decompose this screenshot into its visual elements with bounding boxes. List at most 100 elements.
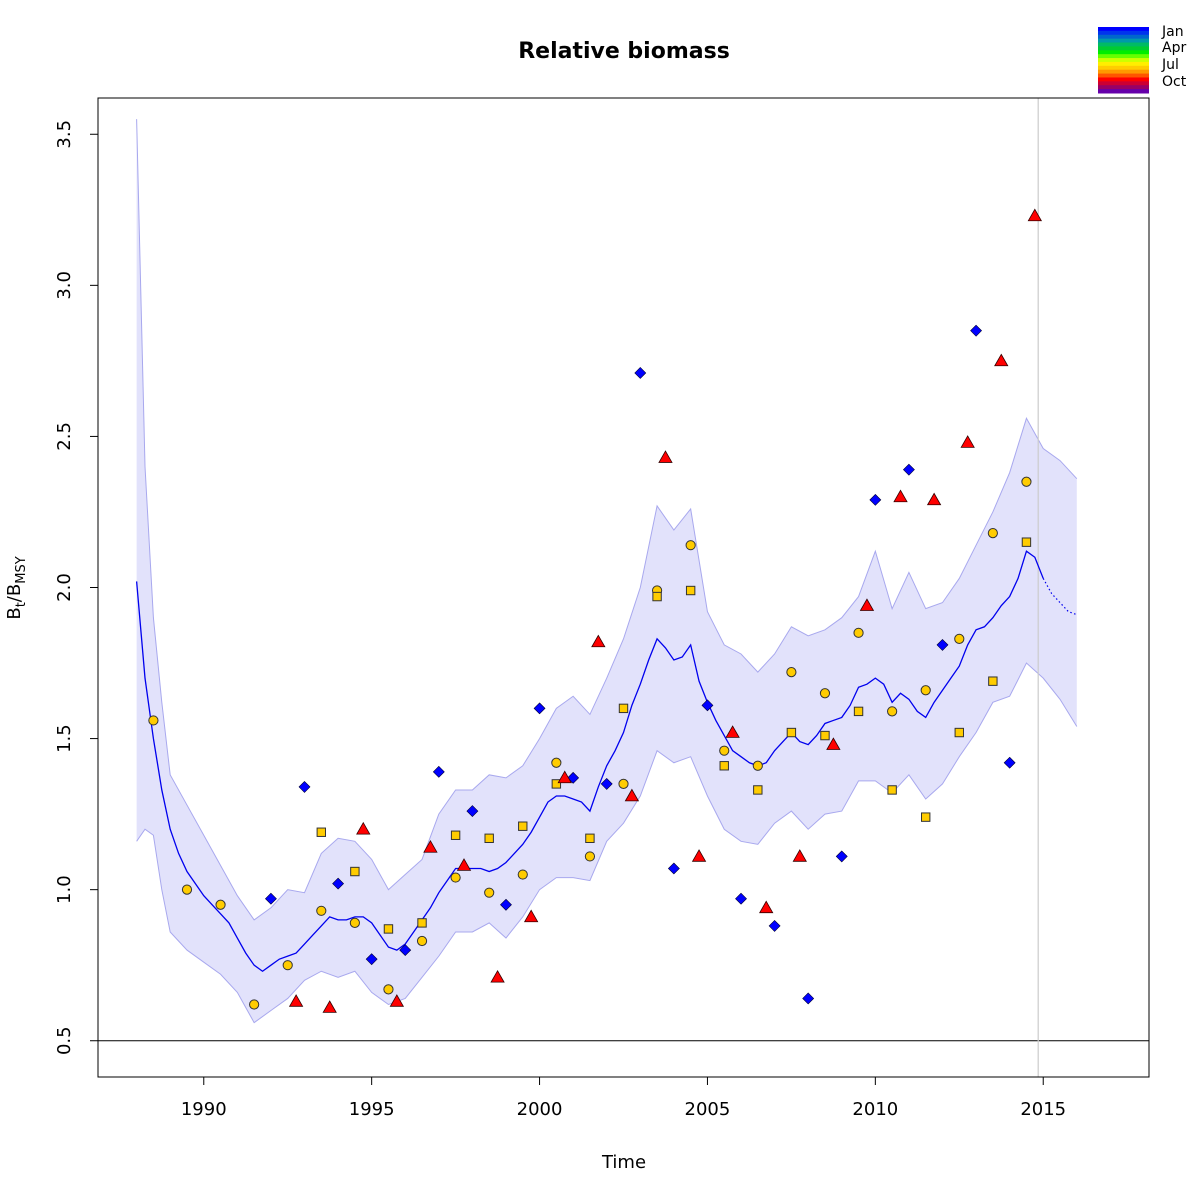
chart-title: Relative biomass	[518, 39, 730, 64]
point-triangle	[691, 849, 707, 862]
confidence-band-upper	[136, 119, 1078, 921]
point-circle	[1021, 476, 1032, 487]
point-triangle	[557, 770, 572, 784]
legend-swatch	[1098, 30, 1149, 36]
point-square	[450, 830, 461, 840]
point-diamond	[466, 805, 479, 818]
legend-swatch	[1098, 38, 1149, 44]
point-triangle	[490, 969, 505, 983]
legend-swatch	[1098, 81, 1149, 86]
legend-label: Apr	[1162, 40, 1186, 56]
point-triangle	[926, 492, 942, 506]
point-triangle	[960, 435, 975, 448]
point-circle	[416, 935, 428, 947]
legend-swatch	[1098, 89, 1149, 94]
point-square	[753, 785, 763, 795]
point-diamond	[869, 493, 882, 506]
point-triangle	[624, 788, 640, 802]
confidence-band-lower	[136, 662, 1078, 1024]
point-circle	[450, 872, 461, 883]
reference-lines	[98, 98, 1149, 1077]
point-diamond	[936, 638, 949, 651]
point-diamond	[1003, 756, 1016, 769]
point-circle	[719, 745, 730, 756]
point-square	[853, 706, 864, 717]
point-diamond	[600, 777, 613, 790]
trend-line	[135, 550, 1044, 973]
point-circle	[618, 778, 629, 790]
confidence-band	[136, 119, 1078, 1024]
point-circle	[685, 540, 696, 551]
point-triangle	[725, 725, 740, 738]
point-square	[518, 821, 528, 831]
point-triangle	[389, 994, 405, 1007]
point-square	[383, 924, 394, 934]
point-triangle	[356, 821, 371, 835]
y-tick-label: 3.0	[54, 271, 75, 300]
point-triangle	[456, 858, 472, 871]
x-tick-label: 2015	[1020, 1099, 1066, 1120]
y-axis-label-slash: /B	[4, 584, 25, 602]
point-triangle	[826, 737, 841, 750]
legend-label: Jan	[1161, 24, 1184, 40]
point-triangle	[1027, 208, 1043, 222]
forecast-line	[1042, 578, 1078, 616]
point-triangle	[893, 489, 908, 503]
point-circle	[181, 884, 193, 895]
point-circle	[752, 760, 763, 771]
y-axis-label-main: B	[4, 607, 25, 619]
point-square	[719, 761, 729, 771]
point-diamond	[667, 862, 680, 875]
point-circle	[887, 706, 898, 717]
point-circle	[316, 905, 327, 916]
point-circle	[920, 685, 931, 696]
point-circle	[987, 528, 998, 539]
y-tick-label: 1.5	[54, 724, 75, 753]
legend-swatch	[1098, 27, 1149, 32]
legend-swatch	[1098, 69, 1149, 75]
point-circle	[349, 917, 360, 928]
legend-label: Oct	[1162, 74, 1187, 90]
point-square	[316, 827, 326, 837]
point-circle	[484, 887, 495, 898]
legend-swatch	[1098, 65, 1149, 71]
point-circle	[853, 627, 864, 638]
y-axis-label-sub-msy: MSY	[14, 556, 29, 583]
y-axis-label-sub-t: t	[14, 602, 29, 607]
point-diamond	[298, 781, 311, 793]
y-tick-label: 2.5	[54, 422, 75, 451]
legend-swatch	[1098, 54, 1149, 59]
biomass-trend	[135, 550, 1078, 973]
legend-swatch	[1098, 85, 1149, 90]
point-diamond	[365, 953, 378, 966]
point-square	[685, 585, 696, 596]
point-diamond	[533, 702, 546, 715]
point-square	[618, 703, 629, 714]
point-square	[417, 918, 427, 928]
point-circle	[517, 869, 528, 880]
point-square	[988, 676, 998, 686]
point-diamond	[735, 892, 747, 905]
point-circle	[383, 984, 394, 995]
point-square	[1021, 537, 1032, 547]
legend-swatch	[1098, 42, 1149, 47]
point-circle	[786, 667, 797, 678]
x-tick-label: 2010	[852, 1099, 898, 1120]
point-diamond	[802, 992, 815, 1005]
point-diamond	[634, 367, 647, 379]
point-diamond	[500, 898, 512, 911]
point-triangle	[523, 909, 539, 923]
point-circle	[148, 715, 159, 726]
point-triangle	[859, 598, 875, 611]
point-square	[820, 730, 830, 741]
point-circle	[249, 999, 260, 1010]
point-square	[652, 591, 662, 602]
legend-swatch	[1098, 50, 1149, 55]
point-square	[350, 866, 360, 877]
point-triangle	[759, 900, 774, 914]
legend-swatch	[1098, 61, 1149, 67]
y-tick-label: 0.5	[54, 1026, 75, 1055]
